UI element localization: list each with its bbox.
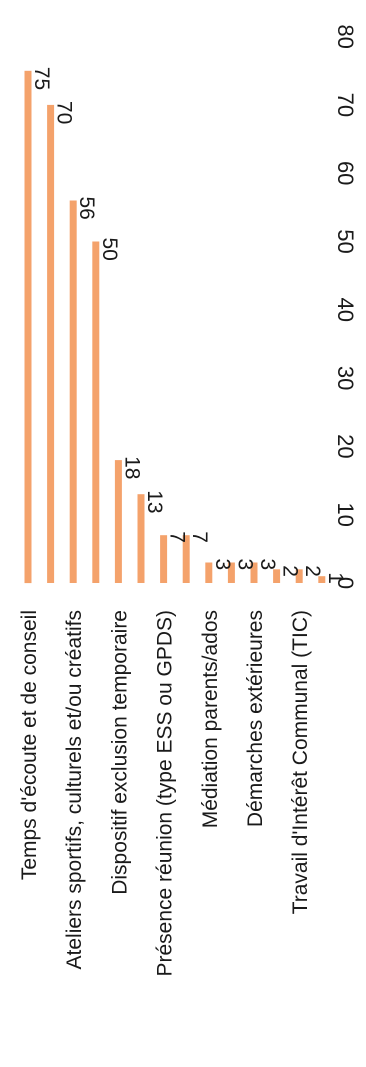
bar	[137, 494, 145, 583]
bar	[205, 562, 213, 583]
axis-tick-label: 40	[333, 298, 358, 322]
bar	[273, 569, 281, 583]
bar	[182, 535, 190, 583]
category-label: Démarches extérieures	[244, 610, 267, 827]
bar-value-label: 3	[256, 559, 279, 571]
axis-tick-label: 30	[333, 366, 358, 390]
axis-tick-label: 50	[333, 229, 358, 253]
bar-value-label: 1	[324, 572, 347, 584]
bars-group	[24, 70, 326, 584]
axis-tick-label: 20	[333, 434, 358, 458]
bar	[47, 104, 55, 584]
bar-value-label: 75	[30, 67, 53, 90]
axis-tick-label: 10	[333, 502, 358, 526]
bar	[318, 576, 326, 583]
bar-value-label: 2	[301, 565, 324, 577]
bar	[92, 241, 100, 583]
category-label: Temps d'écoute et de conseil	[18, 610, 41, 880]
category-label: Travail d'Intérêt Communal (TIC)	[289, 610, 312, 914]
bar-value-label: 56	[75, 197, 98, 220]
bar	[250, 562, 258, 583]
bar-value-label: 7	[166, 531, 189, 543]
bar-value-label: 7	[188, 531, 211, 543]
bar	[69, 200, 77, 583]
bar	[227, 562, 235, 583]
bar-value-label: 18	[120, 456, 143, 479]
axis-tick-label: 0	[333, 577, 358, 589]
bar	[114, 460, 122, 583]
bar-value-label: 50	[98, 238, 121, 261]
category-label: Présence réunion (type ESS ou GPDS)	[154, 610, 177, 977]
bar	[24, 70, 32, 584]
axis-tick-label: 60	[333, 161, 358, 185]
bar	[160, 535, 168, 583]
bar-value-label: 3	[233, 559, 256, 571]
category-labels-group: Temps d'écoute et de conseil Ateliers spo…	[18, 610, 312, 977]
axis-tick-label: 70	[333, 93, 358, 117]
category-label: Médiation parents/ados	[199, 610, 222, 828]
category-label: Dispositif exclusion temporaire	[108, 610, 131, 895]
bar-value-label: 70	[53, 101, 76, 124]
bar-value-label: 2	[279, 565, 302, 577]
axis-tick-label: 80	[333, 24, 358, 48]
category-label: Ateliers sportifs, culturels et/ou créat…	[63, 610, 86, 969]
bar-value-label: 3	[211, 559, 234, 571]
bar-value-label: 13	[143, 490, 166, 513]
bar	[295, 569, 303, 583]
tick-labels-group: 0 10 20 30 40 50 60 70 80	[333, 24, 358, 589]
